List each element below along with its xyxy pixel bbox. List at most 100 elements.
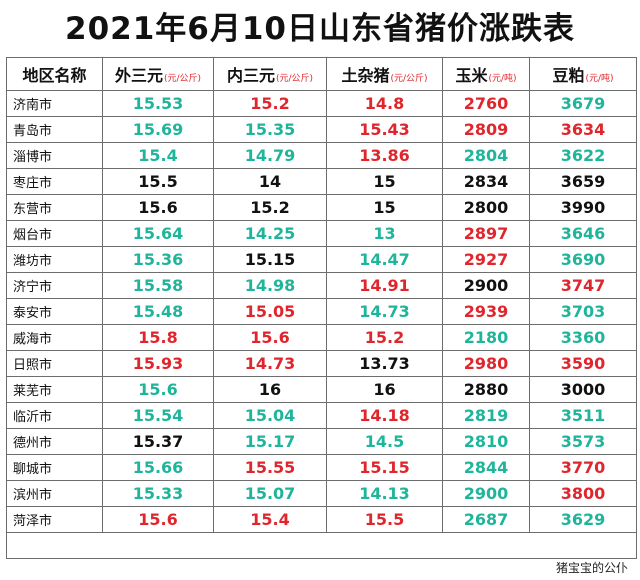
inner-price-cell: 15.6 <box>213 324 327 351</box>
page-title: 2021年6月10日山东省猪价涨跌表 <box>65 11 575 47</box>
header-corn: 玉米(元/吨) <box>442 57 530 91</box>
soy-price-cell: 3622 <box>529 142 637 169</box>
mixed-price-cell: 15.15 <box>326 454 443 481</box>
city-cell: 潍坊市 <box>6 246 103 273</box>
header-inner-unit: (元/公斤) <box>275 74 314 84</box>
mixed-price-cell: 14.13 <box>326 480 443 507</box>
corn-price-cell: 2880 <box>442 376 530 403</box>
outer-price-cell: 15.53 <box>102 90 214 117</box>
table-row: 滨州市 15.33 15.07 14.13 2900 3800 <box>6 480 637 507</box>
inner-price-cell: 14.25 <box>213 220 327 247</box>
soy-price-cell: 3679 <box>529 90 637 117</box>
inner-price-cell: 15.35 <box>213 116 327 143</box>
outer-price-cell: 15.93 <box>102 350 214 377</box>
table-row: 潍坊市 15.36 15.15 14.47 2927 3690 <box>6 246 637 273</box>
mixed-price-cell: 15.5 <box>326 506 443 533</box>
city-cell: 莱芜市 <box>6 376 103 403</box>
mixed-price-cell: 13 <box>326 220 443 247</box>
soy-price-cell: 3800 <box>529 480 637 507</box>
city-cell: 淄博市 <box>6 142 103 169</box>
header-region: 地区名称 <box>6 57 103 91</box>
outer-price-cell: 15.58 <box>102 272 214 299</box>
inner-price-cell: 15.05 <box>213 298 327 325</box>
mixed-price-cell: 15.43 <box>326 116 443 143</box>
table-row: 威海市 15.8 15.6 15.2 2180 3360 <box>6 324 637 351</box>
corn-price-cell: 2900 <box>442 272 530 299</box>
outer-price-cell: 15.6 <box>102 506 214 533</box>
table-row: 日照市 15.93 14.73 13.73 2980 3590 <box>6 350 637 377</box>
header-mixed-unit: (元/公斤) <box>390 74 428 84</box>
inner-price-cell: 16 <box>213 376 327 403</box>
soy-price-cell: 3511 <box>529 402 637 429</box>
soy-price-cell: 3703 <box>529 298 637 325</box>
corn-price-cell: 2927 <box>442 246 530 273</box>
outer-price-cell: 15.54 <box>102 402 214 429</box>
soy-price-cell: 3646 <box>529 220 637 247</box>
mixed-price-cell: 15.2 <box>326 324 443 351</box>
outer-price-cell: 15.33 <box>102 480 214 507</box>
mixed-price-cell: 14.91 <box>326 272 443 299</box>
city-cell: 日照市 <box>6 350 103 377</box>
corn-price-cell: 2819 <box>442 402 530 429</box>
city-cell: 青岛市 <box>6 116 103 143</box>
city-cell: 东营市 <box>6 194 103 221</box>
outer-price-cell: 15.6 <box>102 376 214 403</box>
table-row: 淄博市 15.4 14.79 13.86 2804 3622 <box>6 142 637 169</box>
header-soy-unit: (元/吨) <box>585 74 614 84</box>
city-cell: 泰安市 <box>6 298 103 325</box>
outer-price-cell: 15.6 <box>102 194 214 221</box>
soy-price-cell: 3360 <box>529 324 637 351</box>
header-outer-unit: (元/公斤) <box>163 74 202 84</box>
table-row: 菏泽市 15.6 15.4 15.5 2687 3629 <box>6 506 637 533</box>
header-mixed: 土杂猪(元/公斤) <box>326 57 443 91</box>
table-body: 济南市 15.53 15.2 14.8 2760 3679 青岛市 15.69 15.35 15.… <box>6 90 637 533</box>
outer-price-cell: 15.69 <box>102 116 214 143</box>
header-outer: 外三元(元/公斤) <box>102 57 214 91</box>
inner-price-cell: 14 <box>213 168 327 195</box>
inner-price-cell: 15.2 <box>213 194 327 221</box>
footer-cell <box>6 532 637 559</box>
inner-price-cell: 15.55 <box>213 454 327 481</box>
inner-price-cell: 14.98 <box>213 272 327 299</box>
table-row: 莱芜市 15.6 16 16 2880 3000 <box>6 376 637 403</box>
corn-price-cell: 2980 <box>442 350 530 377</box>
soy-price-cell: 3629 <box>529 506 637 533</box>
inner-price-cell: 15.07 <box>213 480 327 507</box>
table-row: 枣庄市 15.5 14 15 2834 3659 <box>6 168 637 195</box>
soy-price-cell: 3659 <box>529 168 637 195</box>
inner-price-cell: 15.04 <box>213 402 327 429</box>
soy-price-cell: 3990 <box>529 194 637 221</box>
mixed-price-cell: 15 <box>326 194 443 221</box>
outer-price-cell: 15.66 <box>102 454 214 481</box>
outer-price-cell: 15.37 <box>102 428 214 455</box>
city-cell: 烟台市 <box>6 220 103 247</box>
header-soy: 豆粕(元/吨) <box>529 57 637 91</box>
corn-price-cell: 2939 <box>442 298 530 325</box>
table-header-row: 地区名称 外三元(元/公斤) 内三元(元/公斤) 土杂猪(元/公斤) 玉米(元/… <box>6 57 637 91</box>
outer-price-cell: 15.4 <box>102 142 214 169</box>
corn-price-cell: 2804 <box>442 142 530 169</box>
inner-price-cell: 14.79 <box>213 142 327 169</box>
inner-price-cell: 15.2 <box>213 90 327 117</box>
table-row: 德州市 15.37 15.17 14.5 2810 3573 <box>6 428 637 455</box>
soy-price-cell: 3770 <box>529 454 637 481</box>
soy-price-cell: 3590 <box>529 350 637 377</box>
corn-price-cell: 2180 <box>442 324 530 351</box>
corn-price-cell: 2834 <box>442 168 530 195</box>
mixed-price-cell: 16 <box>326 376 443 403</box>
inner-price-cell: 15.15 <box>213 246 327 273</box>
corn-price-cell: 2760 <box>442 90 530 117</box>
mixed-price-cell: 14.8 <box>326 90 443 117</box>
outer-price-cell: 15.5 <box>102 168 214 195</box>
city-cell: 威海市 <box>6 324 103 351</box>
outer-price-cell: 15.64 <box>102 220 214 247</box>
corn-price-cell: 2809 <box>442 116 530 143</box>
corn-price-cell: 2800 <box>442 194 530 221</box>
corn-price-cell: 2687 <box>442 506 530 533</box>
header-inner: 内三元(元/公斤) <box>213 57 327 91</box>
soy-price-cell: 3747 <box>529 272 637 299</box>
city-cell: 聊城市 <box>6 454 103 481</box>
table-row: 泰安市 15.48 15.05 14.73 2939 3703 <box>6 298 637 325</box>
table-row: 聊城市 15.66 15.55 15.15 2844 3770 <box>6 454 637 481</box>
corn-price-cell: 2897 <box>442 220 530 247</box>
